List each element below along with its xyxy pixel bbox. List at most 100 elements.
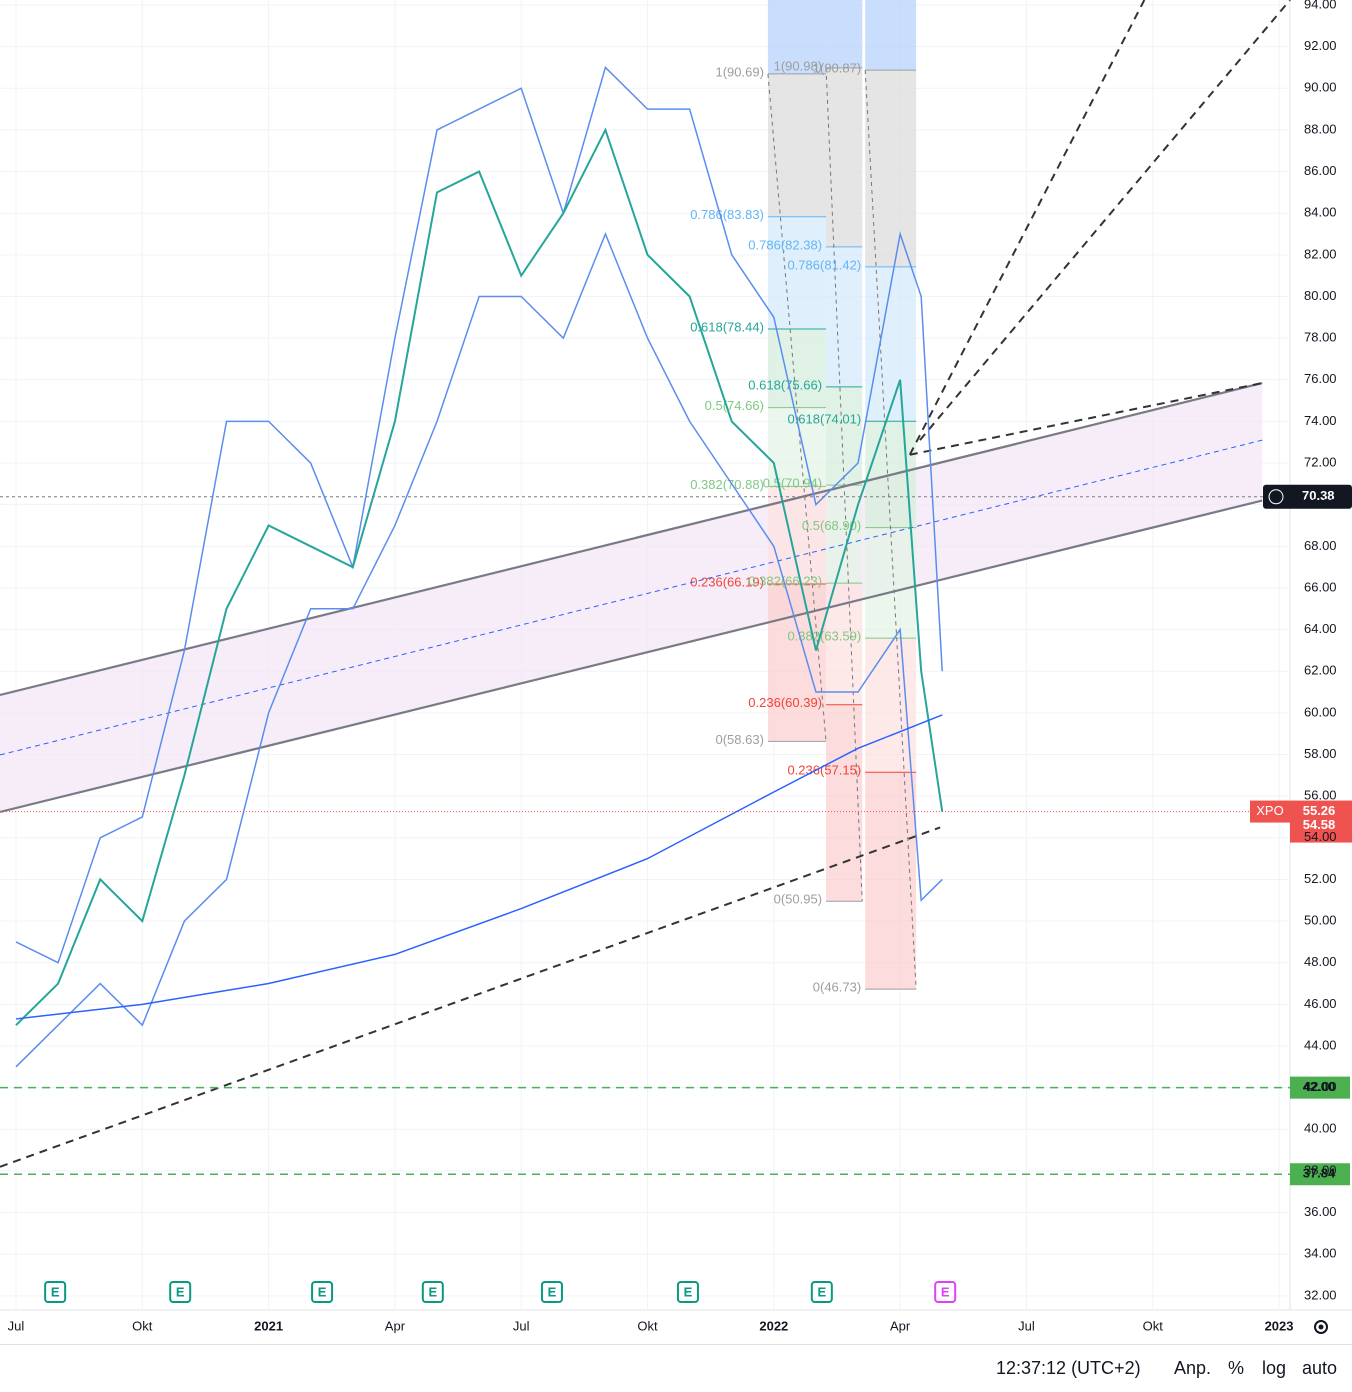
earnings-marker[interactable]: [540, 1281, 563, 1303]
y-tick-label: 46.00: [1304, 996, 1337, 1011]
fib-label: 0.236(60.39): [748, 695, 822, 710]
y-tick-label: 80.00: [1304, 288, 1337, 303]
fib-label: 0.5(74.66): [705, 398, 764, 413]
percent-toggle[interactable]: %: [1228, 1358, 1245, 1378]
clock: 12:37:12 (UTC+2): [996, 1358, 1141, 1378]
earnings-marker[interactable]: [934, 1281, 957, 1303]
symbol-tag: [1250, 800, 1290, 823]
series-line: [15, 232, 943, 1068]
earnings-label: E: [318, 1284, 327, 1299]
symbol-label: XPO: [1256, 803, 1283, 818]
fib-trend: [864, 70, 917, 990]
adjust-toggle[interactable]: Anp.: [1174, 1358, 1212, 1378]
y-tick-label: 36.00: [1304, 1204, 1337, 1219]
series-line: [15, 714, 943, 1020]
series-line: [15, 127, 944, 1026]
earnings-marker[interactable]: [44, 1281, 67, 1303]
x-tick-label: Jul: [513, 1318, 530, 1333]
fib-label: 0.618(78.44): [690, 319, 764, 334]
fib-top-zone: [767, 0, 827, 74]
y-tick-label: 60.00: [1304, 704, 1337, 719]
fib-label: 0.786(82.38): [748, 237, 822, 252]
earnings-marker[interactable]: [810, 1281, 833, 1303]
level-tag-label: 37.84: [1303, 1166, 1336, 1181]
earnings-marker[interactable]: [311, 1281, 334, 1303]
level-tag: [1290, 1163, 1350, 1186]
fib-top-zone: [826, 0, 863, 68]
x-tick-label: Apr: [890, 1318, 911, 1333]
y-tick-label: 90.00: [1304, 80, 1337, 95]
fib-trend: [825, 67, 863, 902]
channel-line: [0, 439, 1263, 756]
y-tick-label: 86.00: [1304, 163, 1337, 178]
earnings-label: E: [176, 1284, 185, 1299]
y-tick-label: 58.00: [1304, 746, 1337, 761]
earnings-marker[interactable]: [676, 1281, 699, 1303]
auto-toggle[interactable]: auto: [1302, 1358, 1338, 1378]
fib-label: 0.382(63.59): [787, 629, 861, 644]
chart: 1(90.69) 0.786(83.83) 0.618(78.44) 0.5(74.6…: [0, 0, 1352, 1334]
fib-zone: [865, 266, 917, 422]
crosshair-label: 70.38: [1302, 488, 1335, 503]
fib-zone: [826, 67, 863, 247]
y-tick-label: 32.00: [1304, 1287, 1337, 1302]
earnings-label: E: [51, 1284, 60, 1299]
fib-zone: [826, 386, 863, 486]
fib-label: 0.786(83.83): [690, 207, 764, 222]
background-layer: [0, 0, 1290, 1310]
fib-zone: [865, 70, 917, 267]
fib-label: 0.382(66.23): [748, 574, 822, 589]
y-tick-label: 68.00: [1304, 538, 1337, 553]
fib-label: 0.236(57.15): [787, 763, 861, 778]
log-toggle[interactable]: log: [1262, 1358, 1287, 1378]
trend-line: [0, 826, 941, 1168]
earnings-marker[interactable]: [421, 1281, 444, 1303]
fib-zone: [826, 485, 863, 584]
settings-icon[interactable]: [1314, 1320, 1328, 1334]
earnings-marker[interactable]: [169, 1281, 192, 1303]
last-price-label: 55.26: [1303, 803, 1336, 818]
fib-label: 1(90.87): [813, 61, 861, 76]
crosshair-tag: [1263, 484, 1352, 509]
level-tag: [1290, 1076, 1350, 1099]
earnings-label: E: [941, 1284, 950, 1299]
y-tick-label: 82.00: [1304, 246, 1337, 261]
trend-line: [909, 382, 1263, 456]
fib-label: 0.786(81.42): [787, 257, 861, 272]
y-tick-label: 38.00: [1304, 1162, 1337, 1177]
fib-label: 1(90.69): [716, 64, 764, 79]
fib-zone: [767, 73, 827, 217]
fib-label: 0.5(70.94): [763, 476, 822, 491]
channel-line: [0, 382, 1263, 697]
fib-label: 1(90.98): [774, 58, 822, 73]
level-tag-label: 42.00: [1303, 1079, 1336, 1094]
y-tick-label: 94.00: [1304, 0, 1337, 11]
fib-zone: [826, 246, 863, 387]
y-tick-label: 44.00: [1304, 1037, 1337, 1052]
x-tick-label: Okt: [132, 1318, 153, 1333]
earnings-label: E: [684, 1284, 693, 1299]
y-tick-label: 66.00: [1304, 579, 1337, 594]
y-tick-label: 42.00: [1304, 1079, 1337, 1094]
y-tick-label: 84.00: [1304, 205, 1337, 220]
prev-close-label: 54.58: [1303, 817, 1336, 832]
channel-line: [0, 499, 1263, 814]
fib-zone: [826, 704, 863, 902]
fib-label: 0(50.95): [774, 892, 822, 907]
x-tick-label: Apr: [385, 1318, 406, 1333]
x-tick-label: Jul: [8, 1318, 25, 1333]
y-tick-label: 70.00: [1304, 496, 1337, 511]
fib-zone: [767, 328, 827, 408]
fib-zone: [767, 216, 827, 329]
crosshair-plus: [1268, 489, 1284, 505]
fib-label: 0.382(70.88): [690, 477, 764, 492]
y-tick-label: 76.00: [1304, 371, 1337, 386]
fib-zone: [767, 584, 827, 742]
fib-label: 0.618(75.66): [748, 377, 822, 392]
y-tick-label: 40.00: [1304, 1121, 1337, 1136]
status-bar: 12:37:12 (UTC+2) Anp. % log auto: [0, 1344, 1352, 1392]
x-tick-label: Jul: [1018, 1318, 1035, 1333]
